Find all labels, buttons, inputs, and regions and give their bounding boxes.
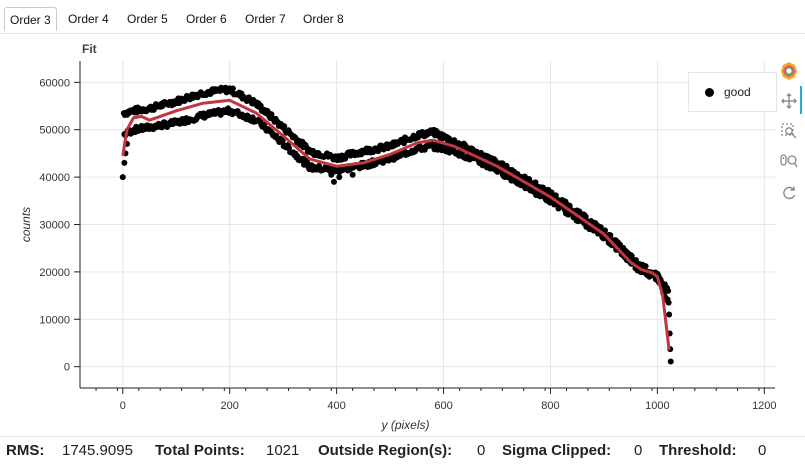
data-point	[607, 232, 614, 239]
sigma-clipped-value: 0	[634, 442, 643, 459]
rms-value: 1745.9095	[62, 442, 133, 459]
data-point	[503, 162, 510, 169]
data-point	[121, 159, 128, 166]
x-tick-label: 800	[541, 400, 559, 412]
x-tick-label: 400	[327, 400, 345, 412]
y-tick-label: 30000	[39, 220, 70, 232]
x-tick-label: 600	[434, 400, 452, 412]
data-point	[328, 171, 335, 178]
total-points-label: Total Points:	[155, 442, 245, 459]
outside-region-label: Outside Region(s):	[318, 442, 453, 459]
x-tick-label: 1000	[645, 400, 669, 412]
legend-label-good: good	[724, 85, 751, 99]
y-tick-label: 0	[64, 362, 70, 374]
fit-line	[121, 98, 671, 351]
axes	[74, 61, 775, 394]
tab-order-8[interactable]: Order 8	[303, 12, 344, 26]
tab-order-7[interactable]: Order 7	[245, 12, 286, 26]
data-point	[667, 358, 674, 365]
data-point	[601, 227, 608, 234]
active-tool-indicator	[800, 86, 802, 114]
y-tick-label: 50000	[39, 125, 70, 137]
sigma-clipped-label: Sigma Clipped:	[502, 442, 612, 459]
data-point	[229, 85, 236, 92]
data-point	[257, 102, 264, 109]
x-tick-label: 200	[221, 400, 239, 412]
data-point	[281, 123, 288, 130]
threshold-label: Threshold:	[659, 442, 737, 459]
data-point	[336, 174, 343, 181]
tab-order-4[interactable]: Order 4	[68, 12, 109, 26]
y-tick-label: 60000	[39, 77, 70, 89]
data-point	[279, 137, 286, 144]
rms-label: RMS:	[6, 442, 45, 459]
data-point	[119, 174, 126, 181]
wheel-zoom-icon[interactable]	[778, 150, 800, 172]
data-point	[330, 178, 337, 185]
points-layer	[119, 84, 674, 365]
y-tick-label: 10000	[39, 314, 70, 326]
legend-marker	[705, 88, 714, 97]
data-point	[349, 171, 356, 178]
threshold-value: 0	[758, 442, 767, 459]
pan-icon[interactable]	[778, 90, 800, 112]
tab-order-6[interactable]: Order 6	[186, 12, 227, 26]
tab-bar: Order 3 Order 4 Order 5 Order 6 Order 7 …	[0, 0, 805, 34]
bokeh-logo-icon[interactable]	[778, 60, 800, 82]
y-axis-label: counts	[19, 207, 33, 242]
tab-order-5[interactable]: Order 5	[127, 12, 168, 26]
axis-labels: 0 200 400 600 800 1000 1200 0 10000 20000 30000 400…	[19, 77, 777, 432]
plot-toolbar	[776, 58, 802, 208]
tab-order-3[interactable]: Order 3	[4, 7, 57, 31]
outside-region-value: 0	[477, 442, 486, 459]
reset-icon[interactable]	[778, 182, 800, 204]
legend: good	[688, 72, 777, 112]
fit-plot[interactable]: 0 200 400 600 800 1000 1200 0 10000 20000 30000 400…	[0, 0, 805, 436]
x-tick-label: 1200	[752, 400, 776, 412]
y-tick-label: 20000	[39, 267, 70, 279]
data-point	[665, 287, 672, 294]
plot-title: Fit	[82, 42, 97, 56]
total-points-value: 1021	[266, 442, 300, 459]
x-axis-label: y (pixels)	[380, 418, 429, 432]
status-bar: RMS: 1745.9095 Total Points: 1021 Outsid…	[0, 436, 805, 465]
data-point	[552, 192, 559, 199]
line-layer	[121, 98, 671, 351]
data-point	[642, 263, 649, 270]
data-point	[665, 299, 672, 306]
data-point	[582, 213, 589, 220]
y-tick-label: 40000	[39, 172, 70, 184]
x-tick-label: 0	[120, 400, 126, 412]
box-zoom-icon[interactable]	[778, 120, 800, 142]
data-point	[666, 311, 673, 318]
